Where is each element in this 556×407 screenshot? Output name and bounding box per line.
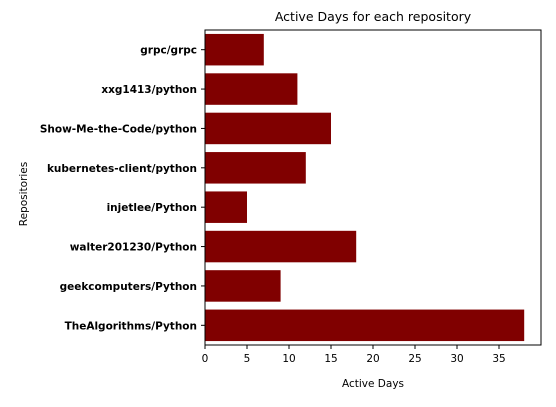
y-tick-label: Show-Me-the-Code/python xyxy=(40,123,197,135)
y-tick-label: grpc/grpc xyxy=(140,45,197,57)
x-tick-label: 0 xyxy=(202,353,209,365)
x-tick-label: 25 xyxy=(408,353,421,365)
y-axis-label: Repositories xyxy=(18,162,30,226)
x-tick-label: 5 xyxy=(244,353,251,365)
bars-layer xyxy=(205,34,524,341)
y-tick-label: injetlee/Python xyxy=(107,202,197,214)
x-ticks-layer: 0 5 10 15 20 25 30 35 xyxy=(202,345,506,365)
y-tick-label: kubernetes-client/python xyxy=(47,163,197,175)
bar xyxy=(205,270,281,302)
bar xyxy=(205,310,524,342)
bar xyxy=(205,231,356,263)
x-tick-label: 15 xyxy=(324,353,337,365)
bar xyxy=(205,34,264,66)
x-tick-label: 35 xyxy=(492,353,505,365)
y-tick-label: geekcomputers/Python xyxy=(60,281,197,293)
y-tick-label: xxg1413/python xyxy=(101,84,197,96)
x-tick-label: 30 xyxy=(450,353,463,365)
chart-title: Active Days for each repository xyxy=(275,9,472,24)
bar xyxy=(205,191,247,223)
x-tick-label: 20 xyxy=(366,353,379,365)
y-tick-label: TheAlgorithms/Python xyxy=(65,320,197,332)
x-axis-label: Active Days xyxy=(342,378,404,390)
bar xyxy=(205,152,306,184)
y-ticks-layer: TheAlgorithms/Python geekcomputers/Python… xyxy=(40,45,205,333)
bar xyxy=(205,113,331,145)
x-tick-label: 10 xyxy=(282,353,295,365)
y-tick-label: walter201230/Python xyxy=(70,242,197,254)
bar xyxy=(205,73,297,105)
